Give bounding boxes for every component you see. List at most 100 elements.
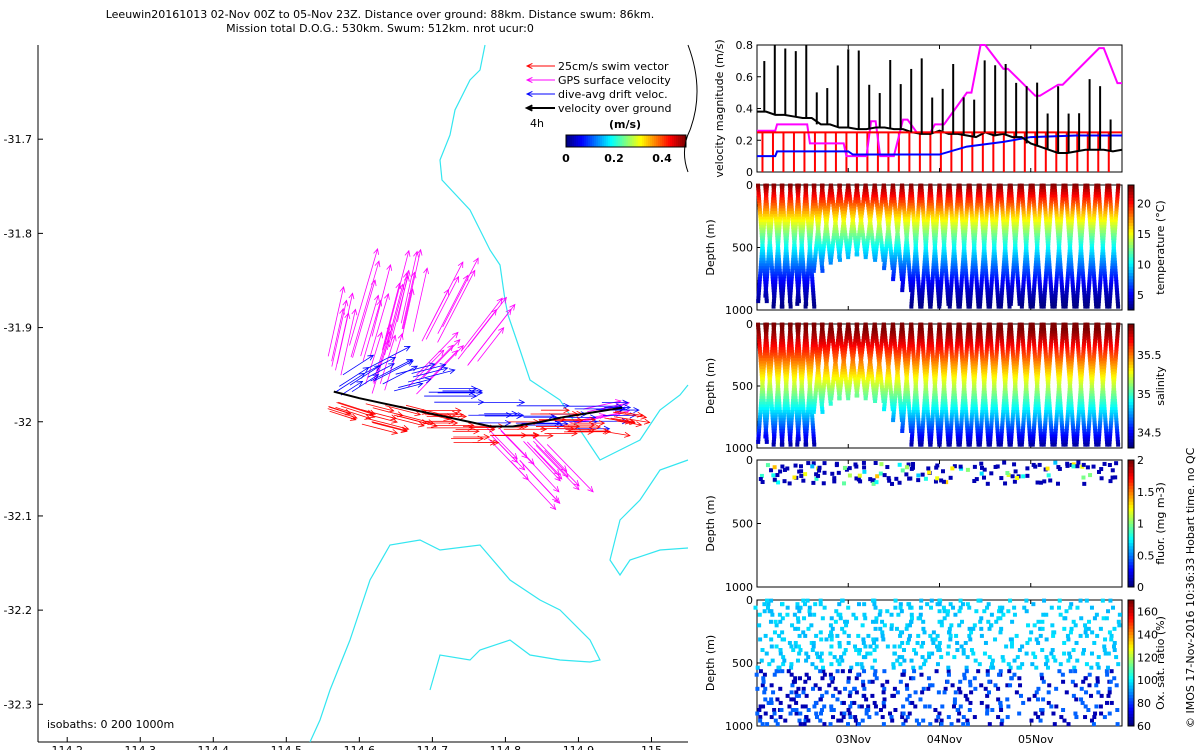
depth-point	[1012, 252, 1017, 257]
depth-point	[1087, 274, 1092, 279]
depth-point	[764, 202, 769, 207]
depth-point	[995, 194, 1000, 199]
depth-point	[934, 216, 939, 221]
gps-vector-shaft	[437, 270, 476, 343]
depth-point	[849, 208, 854, 213]
depth-point	[871, 194, 876, 199]
depth-point	[792, 377, 797, 382]
legend-cbar-cell	[642, 135, 645, 147]
gps-vector	[422, 339, 461, 378]
depth-point	[940, 219, 945, 224]
depth-point	[1107, 183, 1112, 188]
gps-vector-shaft	[533, 448, 560, 476]
depth-point	[792, 382, 797, 387]
depth-point	[860, 230, 865, 235]
depth-point	[1021, 277, 1026, 282]
depth-point	[983, 266, 988, 271]
depth-point	[1091, 260, 1096, 265]
depth-point	[940, 268, 945, 273]
depth-point	[1032, 205, 1037, 210]
temperature-colorbar-cell	[1128, 247, 1134, 252]
depth-point	[878, 233, 883, 238]
depth-point	[1000, 277, 1005, 282]
depth-point	[880, 246, 885, 251]
depth-point	[824, 219, 829, 224]
depth-point	[1047, 268, 1052, 273]
depth-point	[1038, 200, 1043, 205]
depth-point	[1081, 211, 1086, 216]
salinity-colorbar-frame	[1127, 323, 1135, 449]
depth-point	[914, 227, 919, 232]
depth-point	[927, 197, 932, 202]
depth-point	[866, 371, 871, 376]
depth-point	[934, 219, 939, 224]
depth-point	[961, 255, 966, 260]
depth-point	[762, 349, 767, 354]
depth-point	[1059, 216, 1064, 221]
depth-point	[917, 293, 922, 298]
depth-point	[794, 355, 799, 360]
depth-point	[1098, 274, 1103, 279]
depth-point	[817, 382, 822, 387]
swim-vector-shaft	[361, 423, 398, 434]
depth-point	[1105, 304, 1110, 309]
depth-point	[1002, 252, 1007, 257]
depth-point	[837, 322, 842, 327]
depth-point	[936, 200, 941, 205]
depth-point	[861, 341, 866, 346]
depth-point	[763, 183, 768, 188]
depth-point	[774, 227, 779, 232]
depth-point	[802, 274, 807, 279]
depth-point	[882, 257, 887, 262]
depth-point	[1000, 202, 1005, 207]
depth-point	[1058, 263, 1063, 268]
gps-vector-head	[384, 292, 390, 300]
depth-point	[1011, 266, 1016, 271]
depth-point	[1102, 216, 1107, 221]
depth-point	[1053, 299, 1058, 304]
depth-point	[1047, 219, 1052, 224]
depth-point	[779, 186, 784, 191]
depth-point	[979, 288, 984, 293]
depth-point	[864, 246, 869, 251]
depth-point	[1069, 260, 1074, 265]
depth-point	[791, 249, 796, 254]
depth-point	[888, 246, 893, 251]
depth-point	[792, 385, 797, 390]
depth-point	[1015, 271, 1020, 276]
depth-point	[826, 241, 831, 246]
depth-point	[1008, 301, 1013, 306]
depth-point	[860, 368, 865, 373]
depth-point	[953, 227, 958, 232]
depth-point	[844, 333, 849, 338]
depth-point	[807, 255, 812, 260]
depth-point	[809, 366, 814, 371]
depth-point	[1098, 271, 1103, 276]
gps-vector	[331, 299, 349, 367]
depth-point	[931, 227, 936, 232]
depth-point	[814, 246, 819, 251]
depth-point	[799, 244, 804, 249]
depth-point	[798, 224, 803, 229]
depth-point	[786, 277, 791, 282]
depth-point	[856, 197, 861, 202]
depth-point	[860, 371, 865, 376]
depth-point	[773, 205, 778, 210]
drift-vector-head	[633, 407, 640, 414]
depth-point	[865, 197, 870, 202]
depth-point	[793, 396, 798, 401]
legend-cbar-cell	[580, 135, 583, 147]
depth-point	[1039, 304, 1044, 309]
depth-point	[1074, 301, 1079, 306]
depth-point	[993, 233, 998, 238]
depth-point	[922, 222, 927, 227]
gps-vector	[418, 344, 454, 381]
depth-point	[764, 299, 769, 304]
salinity-colorbar-cell	[1128, 355, 1134, 359]
gps-vector-shaft	[491, 435, 518, 463]
depth-point	[756, 186, 761, 191]
depth-point	[759, 363, 764, 368]
depth-point	[1076, 274, 1081, 279]
depth-point	[885, 213, 890, 218]
depth-point	[968, 301, 973, 306]
